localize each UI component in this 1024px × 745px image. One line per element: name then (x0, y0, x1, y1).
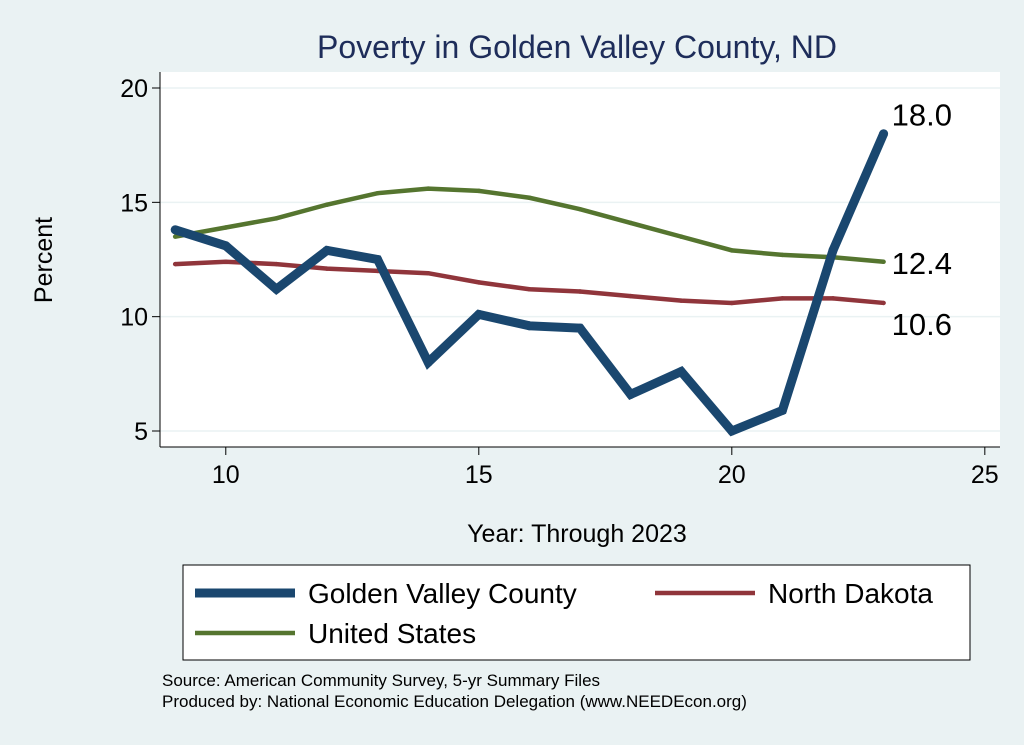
data-point (729, 300, 735, 306)
data-point (425, 270, 431, 276)
data-point (373, 255, 383, 264)
y-tick-label: 15 (120, 189, 148, 217)
data-point (274, 261, 279, 267)
footer-produced: Produced by: National Economic Education… (162, 692, 747, 711)
data-point (223, 259, 229, 265)
data-point (527, 195, 532, 201)
legend (182, 564, 971, 661)
end-label: 18.0 (892, 98, 952, 133)
data-point (780, 296, 785, 301)
data-point (780, 252, 785, 258)
data-point (879, 129, 889, 139)
chart-title: Poverty in Golden Valley County, ND (317, 29, 837, 65)
data-point (375, 190, 380, 196)
data-point (476, 280, 482, 285)
data-point (830, 296, 836, 301)
data-point (727, 426, 737, 436)
legend-label: Golden Valley County (308, 578, 577, 609)
data-point (626, 389, 636, 399)
data-point (221, 241, 231, 251)
data-point (170, 225, 180, 235)
data-point (881, 259, 886, 265)
data-point (729, 248, 735, 253)
data-point (172, 234, 178, 239)
y-axis-label: Percent (30, 217, 58, 303)
data-point (881, 300, 886, 306)
end-label: 10.6 (892, 307, 952, 342)
x-tick-label: 10 (212, 461, 240, 489)
data-point (628, 220, 633, 226)
data-point (476, 188, 482, 194)
legend-label: United States (308, 618, 476, 649)
x-axis-label: Year: Through 2023 (467, 520, 687, 548)
y-axis: 5 10 15 20 (120, 72, 161, 447)
data-point (828, 245, 838, 255)
data-point (274, 216, 279, 221)
grid (160, 87, 1000, 432)
data-point (524, 321, 534, 331)
legend-label: North Dakota (768, 578, 933, 609)
data-point (324, 202, 330, 207)
data-point (628, 293, 633, 299)
x-tick-label: 15 (465, 461, 493, 489)
data-point (423, 357, 433, 367)
x-axis: 10 15 20 25 (160, 446, 1000, 489)
y-tick-label: 10 (120, 304, 148, 332)
data-point (172, 261, 178, 267)
data-point (676, 367, 686, 377)
y-tick-label: 5 (134, 418, 148, 446)
data-point (678, 234, 684, 239)
x-tick-label: 20 (718, 461, 746, 489)
x-tick-label: 25 (971, 461, 999, 489)
data-point (577, 206, 583, 212)
data-point (575, 323, 585, 333)
y-tick-label: 20 (120, 75, 148, 103)
data-point (527, 286, 532, 292)
data-point (577, 289, 583, 294)
data-point (322, 245, 332, 255)
footer-source: Source: American Community Survey, 5-yr … (162, 671, 600, 690)
series-lines: 18.0 10.6 12.4 (170, 98, 952, 437)
data-point (678, 298, 684, 303)
data-point (425, 186, 431, 191)
data-point (223, 225, 229, 230)
data-point (271, 284, 281, 294)
data-point (324, 266, 330, 271)
data-point (474, 309, 484, 319)
data-point (777, 405, 787, 415)
end-label: 12.4 (892, 246, 952, 281)
